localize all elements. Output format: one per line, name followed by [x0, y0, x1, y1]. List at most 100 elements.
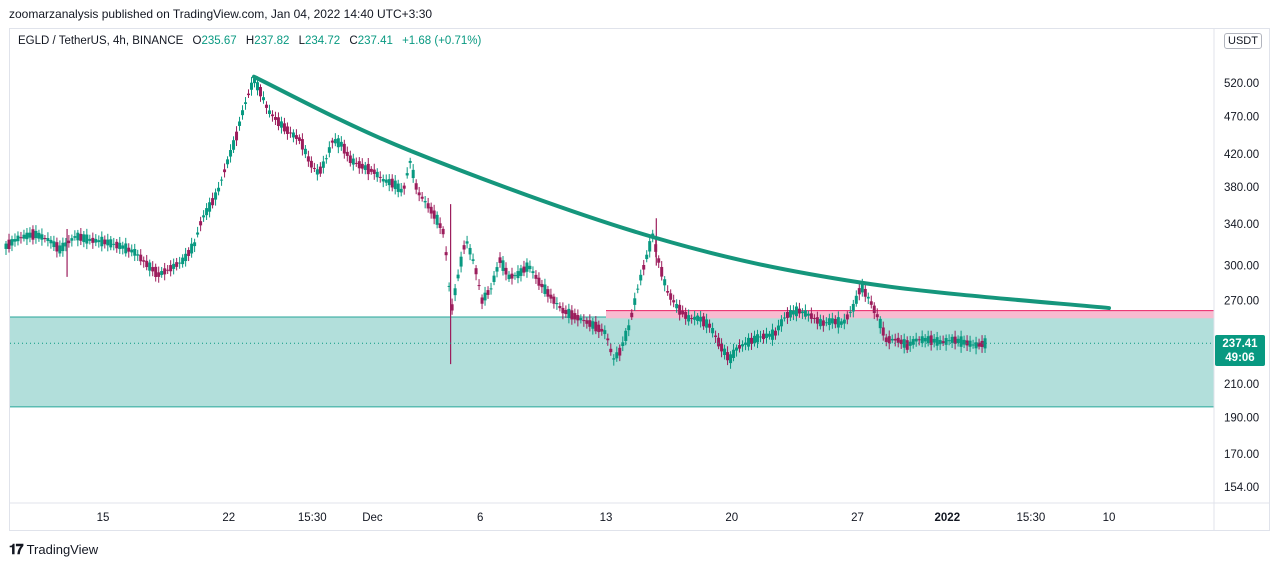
candle-body	[354, 162, 358, 164]
currency-button[interactable]: USDT	[1224, 33, 1262, 49]
candle-body	[471, 259, 475, 261]
candle-body	[642, 264, 646, 270]
candle-body	[884, 337, 888, 342]
candle-body	[417, 192, 421, 196]
candle-body	[199, 221, 203, 226]
candle-body	[250, 82, 254, 90]
candle-body	[669, 293, 673, 300]
candle-body	[318, 166, 322, 174]
candle-body	[37, 232, 41, 239]
candle-body	[779, 319, 783, 327]
candle-body	[750, 337, 754, 344]
candle-body	[315, 169, 319, 175]
candle-body	[591, 321, 595, 329]
candle-body	[567, 308, 571, 319]
candle-body	[540, 283, 544, 288]
candle-body	[130, 249, 134, 253]
high-value: 237.82	[254, 35, 290, 47]
candle-body	[390, 178, 394, 188]
candle-body	[555, 303, 559, 305]
candle-body	[148, 262, 152, 271]
candle-body	[297, 137, 301, 141]
candle-body	[513, 275, 517, 277]
candle-body	[893, 338, 897, 341]
candle-body	[776, 325, 780, 331]
x-tick-label: 27	[851, 512, 864, 524]
candle-body	[76, 232, 80, 241]
candle-body	[88, 238, 92, 241]
candle-body	[52, 241, 56, 248]
x-tick-label: 15:30	[1016, 512, 1045, 524]
candle-body	[459, 256, 463, 267]
candle-body	[588, 320, 592, 327]
candle-body	[28, 232, 32, 238]
x-tick-label: 13	[600, 512, 613, 524]
candle-body	[977, 342, 981, 347]
candle-body	[420, 196, 424, 199]
candle-body	[944, 338, 948, 345]
candle-body	[241, 110, 245, 116]
candle-body	[507, 274, 511, 280]
y-tick-label: 154.00	[1224, 482, 1259, 494]
candle-body	[684, 311, 688, 319]
candle-body	[202, 215, 206, 218]
candle-body	[845, 314, 849, 320]
candle-body	[16, 235, 20, 242]
candle-body	[525, 262, 529, 272]
open-label: O	[192, 35, 202, 47]
candle-body	[600, 328, 604, 332]
candle-body	[767, 333, 771, 337]
candle-body	[25, 232, 29, 240]
candle-body	[468, 247, 472, 255]
candle-body	[690, 318, 694, 320]
candle-body	[267, 110, 271, 114]
y-tick-label: 300.00	[1224, 261, 1259, 273]
candle-body	[938, 339, 942, 345]
candle-body	[145, 260, 149, 268]
y-tick-label: 270.00	[1224, 296, 1259, 308]
brand-name: TradingView	[26, 542, 99, 557]
candle-body	[124, 243, 128, 254]
open-value: 235.67	[201, 35, 237, 47]
candle-body	[821, 320, 825, 326]
candle-body	[735, 347, 739, 351]
candle-body	[726, 352, 730, 361]
candle-body	[705, 319, 709, 328]
candle-body	[115, 241, 119, 249]
candle-body	[935, 337, 939, 346]
candle-body	[34, 230, 38, 239]
candle-body	[624, 330, 628, 341]
candle-body	[666, 291, 670, 293]
candle-body	[911, 339, 915, 345]
candle-body	[564, 309, 568, 315]
candle-body	[264, 104, 268, 108]
last-price-value: 237.41	[1222, 338, 1258, 350]
candle-body	[121, 245, 125, 249]
candle-body	[363, 165, 367, 171]
candle-body	[956, 338, 960, 343]
candle-body	[663, 279, 667, 286]
candle-body	[693, 316, 697, 320]
candle-body	[546, 289, 550, 297]
symbol-label: EGLD / TetherUS, 4h, BINANCE	[18, 35, 184, 47]
candle-body	[522, 266, 526, 273]
tradingview-brand[interactable]: 𝟏𝟕 TradingView	[9, 541, 98, 558]
candle-body	[151, 267, 155, 272]
candle-body	[609, 348, 613, 353]
candle-body	[49, 239, 53, 244]
candle-body	[294, 135, 298, 139]
candle-body	[603, 330, 607, 335]
candle-body	[103, 239, 107, 245]
candle-body	[696, 315, 700, 321]
candle-body	[55, 242, 59, 252]
candle-body	[154, 266, 158, 277]
candle-body	[720, 343, 724, 352]
candle-body	[235, 131, 239, 141]
candle-body	[252, 78, 256, 84]
candle-body	[70, 238, 74, 241]
candle-body	[327, 147, 331, 153]
candle-body	[639, 274, 643, 281]
candle-body	[672, 300, 676, 303]
candle-body	[342, 143, 346, 154]
